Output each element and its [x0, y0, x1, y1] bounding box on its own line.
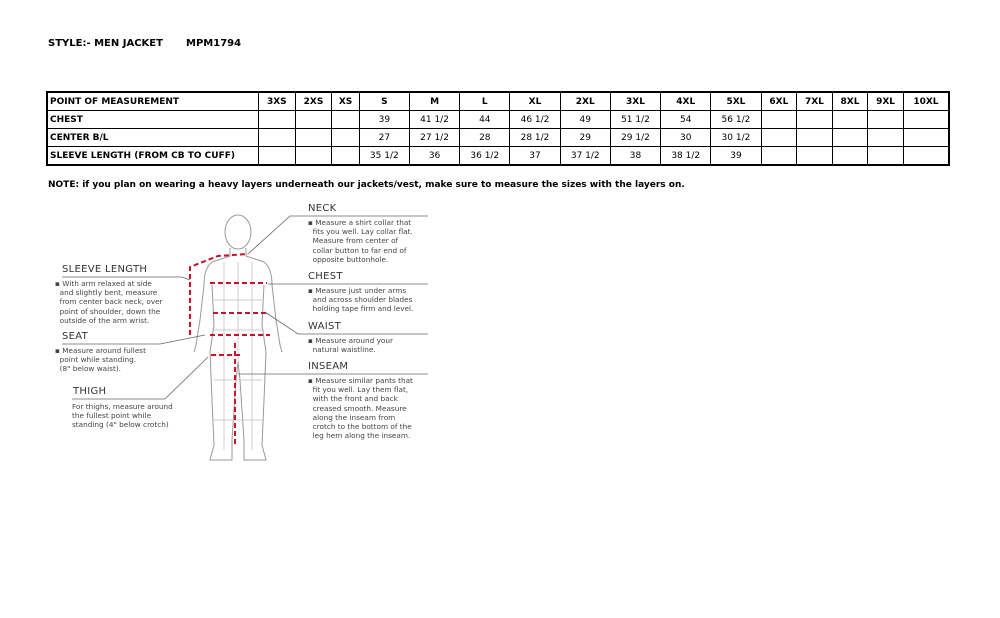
table-cell: 30 1/2 [710, 128, 762, 147]
neck-title: NECK [308, 203, 337, 214]
thigh-title: THIGH [73, 386, 107, 397]
sleeve-title: SLEEVE LENGTH [62, 264, 148, 275]
table-cell: 37 [509, 146, 561, 166]
table-cell: 28 [459, 128, 511, 147]
table-cell: 30 [660, 128, 712, 147]
table-row: SLEEVE LENGTH (FROM CB TO CUFF) 35 1/2 36 3… [46, 146, 950, 166]
table-cell: 37 1/2 [559, 146, 611, 166]
table-cell [331, 128, 360, 147]
seat-title: SEAT [62, 331, 89, 342]
table-cell: 38 [609, 146, 662, 166]
table-cell: 29 [559, 128, 611, 147]
style-code: MPM1794 [186, 38, 242, 49]
size-chart-table: POINT OF MEASUREMENT 3XS 2XS XS S M L XL 2XL 3XL 4… [46, 91, 950, 166]
sleeve-text: ▪ With arm relaxed at side and slightly … [55, 279, 163, 325]
table-cell: 28 1/2 [509, 128, 561, 147]
waist-title: WAIST [308, 321, 342, 332]
table-row: CENTER B/L 27 27 1/2 28 28 1/2 29 29 1/2 30 30 1… [46, 128, 950, 147]
table-cell: 39 [710, 146, 762, 166]
table-cell [331, 146, 360, 166]
table-cell [902, 146, 950, 166]
style-label: STYLE:- MEN JACKET [48, 38, 163, 49]
table-cell: 35 1/2 [358, 146, 410, 166]
table-row: CHEST 39 41 1/2 44 46 1/2 49 51 1/2 54 56 1/2 [46, 110, 950, 129]
chest-title: CHEST [308, 271, 343, 282]
chest-text: ▪ Measure just under arms and across sho… [308, 286, 414, 314]
seat-text: ▪ Measure around fullest point while sta… [55, 346, 146, 374]
table-cell: 36 [408, 146, 461, 166]
inseam-text: ▪ Measure similar pants that fit you wel… [308, 376, 413, 441]
thigh-text: For thighs, measure around the fullest p… [72, 402, 173, 430]
inseam-title: INSEAM [308, 361, 349, 372]
row-label: CENTER B/L [46, 128, 259, 147]
waist-text: ▪ Measure around your natural waistline. [308, 336, 393, 355]
table-cell: 27 1/2 [408, 128, 461, 147]
row-label: SLEEVE LENGTH (FROM CB TO CUFF) [46, 146, 259, 166]
neck-text: ▪ Measure a shirt collar that fits you w… [308, 218, 413, 264]
table-cell [902, 128, 950, 147]
note: NOTE: if you plan on wearing a heavy lay… [48, 180, 685, 190]
